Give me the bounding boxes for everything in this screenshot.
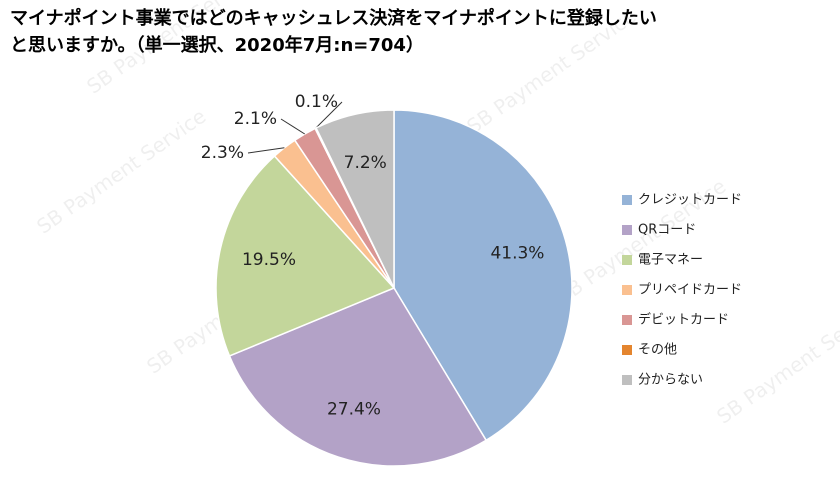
legend-label: クレジットカード (638, 193, 742, 208)
chart-title: マイナポイント事業ではどのキャッシュレス決済をマイナポイントに登録したい (10, 7, 657, 29)
pie-slice (228, 287, 488, 467)
legend-swatch (622, 195, 632, 205)
legend-swatch (622, 225, 632, 235)
legend-label: 電子マネー (638, 253, 703, 268)
legend-swatch (622, 345, 632, 355)
pie-slice (315, 109, 395, 289)
data-label: 27.4% (327, 400, 381, 420)
leader-line (315, 101, 343, 129)
legend-label: QRコード (638, 223, 696, 238)
data-label: 7.2% (344, 153, 387, 173)
legend-swatch (622, 375, 632, 385)
data-label: 0.1% (295, 92, 338, 112)
legend-swatch (622, 255, 632, 265)
legend-label: 分からない (638, 373, 703, 388)
legend-label: デビットカード (638, 312, 729, 328)
legend-label: プリペイドカード (638, 283, 742, 298)
legend-label: その他 (638, 343, 677, 358)
pie-slice (215, 154, 396, 357)
data-label: 41.3% (490, 244, 544, 264)
data-label: 2.1% (234, 109, 277, 129)
pie-slice (393, 109, 573, 442)
watermark: SB Payment Service (712, 294, 840, 429)
data-label: 19.5% (242, 250, 296, 270)
leader-line (280, 118, 306, 135)
legend-swatch (622, 315, 632, 325)
watermark: SB Payment Service (32, 104, 210, 239)
leader-line (247, 147, 285, 154)
chart-title: と思いますか。（単一選択、2020年7月:n=704） (10, 34, 424, 56)
legend-swatch (622, 285, 632, 295)
data-label: 2.3% (201, 143, 244, 163)
